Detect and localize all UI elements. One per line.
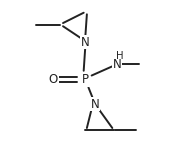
Text: N: N bbox=[81, 36, 90, 49]
Text: H: H bbox=[116, 51, 123, 61]
Text: N: N bbox=[90, 98, 99, 111]
Text: P: P bbox=[82, 73, 89, 86]
Text: O: O bbox=[49, 73, 58, 86]
Text: N: N bbox=[113, 58, 122, 71]
